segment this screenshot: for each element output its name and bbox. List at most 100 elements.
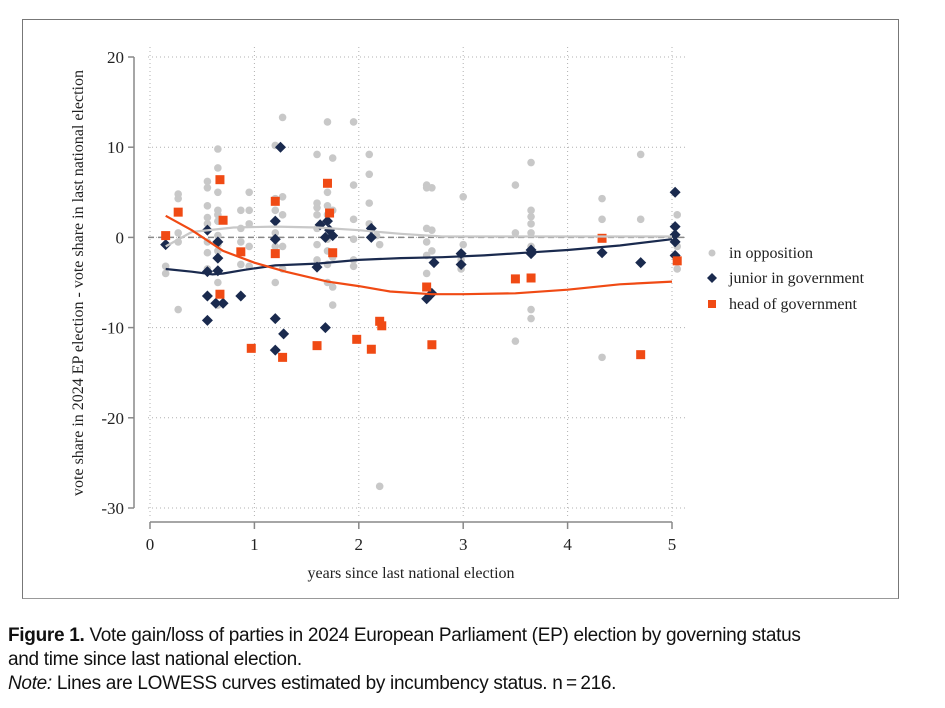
opposition-point xyxy=(328,301,337,309)
opposition-point xyxy=(349,181,358,189)
junior-government-point xyxy=(278,328,290,340)
head-government-point xyxy=(215,175,225,185)
head-government-point xyxy=(366,344,376,354)
x-tick-label: 0 xyxy=(146,535,155,554)
opposition-point xyxy=(278,193,287,201)
x-axis-label: years since last national election xyxy=(307,565,514,582)
opposition-point xyxy=(214,231,222,240)
head-government-point xyxy=(526,273,536,283)
opposition-point xyxy=(422,269,431,278)
junior-government-point xyxy=(669,236,681,248)
opposition-point xyxy=(278,211,287,219)
y-tick-label: -10 xyxy=(101,319,124,338)
head-government-point xyxy=(375,316,385,326)
opposition-point xyxy=(278,242,287,251)
opposition-lowess-curve xyxy=(165,225,672,248)
head-government-point xyxy=(161,231,171,241)
opposition-point xyxy=(214,188,222,197)
junior-government-point xyxy=(319,231,331,243)
head-government-point xyxy=(377,321,387,331)
x-tick-label: 3 xyxy=(459,535,468,554)
opposition-point xyxy=(349,118,358,126)
head-government-point xyxy=(352,334,362,344)
opposition-point xyxy=(161,269,170,278)
opposition-point xyxy=(313,203,321,212)
axes: 20 10 0 -10 -20 -30 0 1 2 3 4 5 xyxy=(101,48,676,554)
junior-government-point xyxy=(269,215,281,227)
opposition-point xyxy=(527,158,535,167)
opposition-point xyxy=(598,194,606,203)
opposition-point xyxy=(313,256,321,264)
opposition-point xyxy=(203,177,212,186)
opposition-point xyxy=(245,206,253,215)
head-government-point xyxy=(270,249,280,259)
caption-title: Vote gain/loss of parties in 2024 Europe… xyxy=(84,625,801,646)
opposition-point xyxy=(459,193,468,201)
legend-item-opposition: in opposition xyxy=(708,245,813,262)
opposition-point xyxy=(203,248,212,257)
legend: in opposition junior in government head of… xyxy=(707,245,865,313)
opposition-point xyxy=(349,215,358,224)
opposition-point xyxy=(328,283,337,291)
opposition-point xyxy=(214,145,222,153)
data-points xyxy=(160,113,682,491)
head-government-point xyxy=(328,248,338,258)
opposition-point xyxy=(527,206,535,215)
gridlines xyxy=(148,47,687,518)
opposition-point xyxy=(673,265,682,273)
head-government-point xyxy=(215,289,225,299)
legend-item-junior: junior in government xyxy=(707,270,865,287)
opposition-point xyxy=(328,154,337,162)
opposition-point xyxy=(375,482,384,491)
legend-label: in opposition xyxy=(729,245,813,262)
opposition-point xyxy=(245,188,253,197)
opposition-point xyxy=(203,220,212,228)
head-government-point xyxy=(312,341,322,351)
head-government-point xyxy=(236,247,246,257)
junior-government-point xyxy=(327,230,339,242)
junior-government-point xyxy=(269,344,281,356)
opposition-point xyxy=(527,220,535,228)
opposition-point xyxy=(278,113,287,122)
head-government-point xyxy=(510,274,520,284)
opposition-point xyxy=(422,238,431,246)
opposition-point xyxy=(313,150,321,159)
opposition-point xyxy=(673,211,682,219)
opposition-point xyxy=(511,229,520,237)
opposition-point xyxy=(527,314,535,323)
opposition-point xyxy=(349,262,358,271)
figure-caption: Figure 1. Vote gain/loss of parties in 2… xyxy=(8,624,938,696)
opposition-point xyxy=(214,164,222,172)
opposition-point xyxy=(511,337,520,345)
junior-government-point xyxy=(201,290,213,302)
opposition-point xyxy=(271,278,280,287)
opposition-point xyxy=(203,213,212,222)
junior-government-point xyxy=(321,215,333,227)
head-government-point xyxy=(270,196,280,206)
opposition-point xyxy=(214,278,222,287)
legend-item-head: head of government xyxy=(708,296,858,313)
opposition-point xyxy=(237,260,245,269)
opposition-point xyxy=(245,220,253,228)
opposition-point xyxy=(174,305,182,314)
opposition-point xyxy=(428,226,436,234)
figure-label: Figure 1. xyxy=(8,625,85,646)
junior-government-point xyxy=(275,141,286,153)
y-tick-label: 20 xyxy=(107,48,124,67)
y-tick-label: 10 xyxy=(107,138,124,157)
junior-government-point xyxy=(525,248,537,260)
junior-government-lowess-curve xyxy=(165,238,673,276)
circle-marker-icon xyxy=(708,249,716,257)
opposition-point xyxy=(203,202,212,210)
legend-label: head of government xyxy=(729,296,858,313)
head-government-point xyxy=(636,350,646,360)
note-label: Note: xyxy=(8,673,52,694)
junior-government-point xyxy=(201,266,213,278)
opposition-point xyxy=(323,118,332,126)
opposition-point xyxy=(237,206,245,215)
opposition-point xyxy=(527,305,535,314)
x-tick-label: 1 xyxy=(250,535,259,554)
x-tick-label: 5 xyxy=(668,535,677,554)
opposition-point xyxy=(245,242,253,251)
opposition-point xyxy=(365,150,374,159)
